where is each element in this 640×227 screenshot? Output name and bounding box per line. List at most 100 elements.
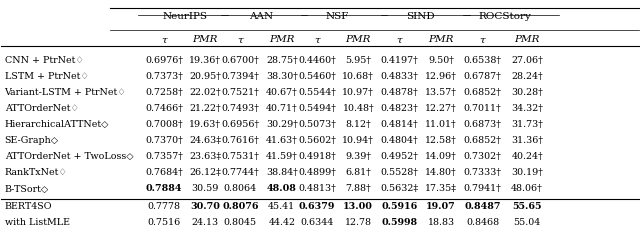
Text: 19.07: 19.07 (426, 202, 456, 211)
Text: ROCStory: ROCStory (478, 12, 531, 21)
Text: 20.95†: 20.95† (189, 72, 221, 81)
Text: 28.75†: 28.75† (266, 56, 298, 65)
Text: 0.6379: 0.6379 (299, 202, 335, 211)
Text: 40.24†: 40.24† (511, 152, 543, 161)
Text: 45.41: 45.41 (268, 202, 295, 211)
Text: 10.97†: 10.97† (342, 88, 374, 97)
Text: 40.67†: 40.67† (266, 88, 298, 97)
Text: B-TSort◇: B-TSort◇ (4, 184, 49, 193)
Text: 34.32†: 34.32† (511, 104, 543, 113)
Text: 30.28†: 30.28† (511, 88, 543, 97)
Text: 0.7941†: 0.7941† (463, 184, 501, 193)
Text: 0.5460†: 0.5460† (298, 72, 336, 81)
Text: 0.6956†: 0.6956† (221, 120, 259, 129)
Text: 18.83: 18.83 (428, 218, 454, 227)
Text: 0.5073†: 0.5073† (298, 120, 336, 129)
Text: 0.7008†: 0.7008† (145, 120, 182, 129)
Text: 0.6976†: 0.6976† (145, 56, 183, 65)
Text: 0.4813†: 0.4813† (298, 184, 336, 193)
Text: 24.63‡: 24.63‡ (189, 136, 221, 145)
Text: 0.7616†: 0.7616† (221, 136, 259, 145)
Text: 31.73†: 31.73† (511, 120, 543, 129)
Text: 0.4952†: 0.4952† (381, 152, 419, 161)
Text: 0.8076: 0.8076 (222, 202, 259, 211)
Text: 0.7302†: 0.7302† (463, 152, 501, 161)
Text: 21.22†: 21.22† (189, 104, 221, 113)
Text: 12.27†: 12.27† (425, 104, 457, 113)
Text: 14.09†: 14.09† (425, 152, 457, 161)
Text: PMR: PMR (346, 35, 371, 44)
Text: 11.01†: 11.01† (425, 120, 457, 129)
Text: 30.29†: 30.29† (266, 120, 298, 129)
Text: 7.88†: 7.88† (346, 184, 371, 193)
Text: NSF: NSF (326, 12, 349, 21)
Text: 19.63†: 19.63† (189, 120, 221, 129)
Text: 10.48†: 10.48† (342, 104, 374, 113)
Text: PMR: PMR (515, 35, 540, 44)
Text: 17.35‡: 17.35‡ (425, 184, 457, 193)
Text: 0.4814†: 0.4814† (381, 120, 419, 129)
Text: 55.04: 55.04 (513, 218, 541, 227)
Text: 0.4460†: 0.4460† (298, 56, 336, 65)
Text: HierarchicalATTNet◇: HierarchicalATTNet◇ (4, 120, 109, 129)
Text: 0.7466†: 0.7466† (145, 104, 183, 113)
Text: 9.50†: 9.50† (428, 56, 454, 65)
Text: 0.5632‡: 0.5632‡ (381, 184, 419, 193)
Text: 28.24†: 28.24† (511, 72, 543, 81)
Text: 0.5494†: 0.5494† (298, 104, 336, 113)
Text: BERT4SO: BERT4SO (4, 202, 52, 211)
Text: 0.6852†: 0.6852† (463, 136, 501, 145)
Text: SE-Graph◇: SE-Graph◇ (4, 136, 59, 145)
Text: 0.5602†: 0.5602† (298, 136, 336, 145)
Text: 0.4804†: 0.4804† (381, 136, 419, 145)
Text: 0.4197†: 0.4197† (381, 56, 419, 65)
Text: 0.7373†: 0.7373† (145, 72, 183, 81)
Text: 6.81†: 6.81† (346, 168, 371, 177)
Text: 0.5916: 0.5916 (381, 202, 418, 211)
Text: 10.68†: 10.68† (342, 72, 374, 81)
Text: 0.7884: 0.7884 (146, 184, 182, 193)
Text: ATTOrderNet + TwoLoss◇: ATTOrderNet + TwoLoss◇ (4, 152, 133, 161)
Text: with ListMLE: with ListMLE (4, 218, 70, 227)
Text: 0.6873†: 0.6873† (463, 120, 501, 129)
Text: 0.7258†: 0.7258† (145, 88, 183, 97)
Text: 55.65: 55.65 (513, 202, 542, 211)
Text: 48.08: 48.08 (267, 184, 297, 193)
Text: 0.6787†: 0.6787† (463, 72, 501, 81)
Text: 0.6852†: 0.6852† (463, 88, 501, 97)
Text: SIND: SIND (406, 12, 435, 21)
Text: PMR: PMR (269, 35, 294, 44)
Text: 8.12†: 8.12† (346, 120, 371, 129)
Text: 0.7333†: 0.7333† (463, 168, 502, 177)
Text: 12.58†: 12.58† (425, 136, 457, 145)
Text: 12.78: 12.78 (345, 218, 372, 227)
Text: 24.13: 24.13 (192, 218, 219, 227)
Text: NeurIPS: NeurIPS (162, 12, 207, 21)
Text: PMR: PMR (193, 35, 218, 44)
Text: 41.63†: 41.63† (266, 136, 298, 145)
Text: 38.84†: 38.84† (266, 168, 298, 177)
Text: 0.7778: 0.7778 (147, 202, 180, 211)
Text: 13.57†: 13.57† (425, 88, 457, 97)
Text: 44.42: 44.42 (268, 218, 295, 227)
Text: PMR: PMR (428, 35, 454, 44)
Text: 0.5544†: 0.5544† (298, 88, 336, 97)
Text: 0.4899†: 0.4899† (298, 168, 336, 177)
Text: 13.00: 13.00 (343, 202, 373, 211)
Text: 48.06†: 48.06† (511, 184, 543, 193)
Text: 0.4918†: 0.4918† (298, 152, 336, 161)
Text: τ: τ (397, 35, 403, 44)
Text: 0.8064: 0.8064 (224, 184, 257, 193)
Text: 23.63‡: 23.63‡ (189, 152, 221, 161)
Text: 0.7011†: 0.7011† (463, 104, 501, 113)
Text: 31.36†: 31.36† (511, 136, 543, 145)
Text: 40.71†: 40.71† (266, 104, 298, 113)
Text: AAN: AAN (249, 12, 273, 21)
Text: LSTM + PtrNet♢: LSTM + PtrNet♢ (4, 72, 88, 81)
Text: τ: τ (479, 35, 485, 44)
Text: 0.6344: 0.6344 (300, 218, 333, 227)
Text: 0.4878†: 0.4878† (381, 88, 419, 97)
Text: 0.7493†: 0.7493† (221, 104, 259, 113)
Text: 0.7521†: 0.7521† (221, 88, 259, 97)
Text: τ: τ (237, 35, 243, 44)
